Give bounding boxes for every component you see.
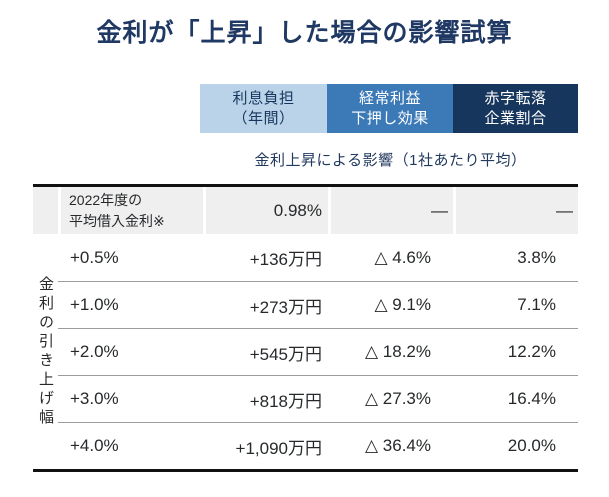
column-header-interest-burden: 利息負担 （年間） <box>200 84 327 133</box>
interest-burden-cell: +136万円 <box>249 250 322 269</box>
row-group-label-vertical: 金利の引き上げ幅 <box>37 275 54 428</box>
interest-burden-cell: +273万円 <box>203 281 328 328</box>
baseline-label: 2022年度の 平均借入金利※ <box>69 190 165 231</box>
column-header-line: 赤字転落 <box>484 89 547 107</box>
deficit-ratio-cell: 20.0% <box>453 422 578 469</box>
rate-increase-cell: +3.0% <box>58 375 203 422</box>
baseline-deficit-cell: — <box>453 187 578 234</box>
table-caption: 金利上昇による影響（1社あたり平均） <box>254 152 527 169</box>
column-header-line: 経常利益 <box>358 89 421 107</box>
baseline-interest-cell: 0.98% <box>203 187 328 234</box>
rate-increase-cell: +1.0% <box>58 281 203 328</box>
interest-burden-cell: +545万円 <box>203 328 328 375</box>
profit-effect-cell: △ 27.3% <box>328 375 453 422</box>
column-header-deficit-ratio: 赤字転落 企業割合 <box>453 84 578 133</box>
baseline-profit-cell: — <box>328 187 453 234</box>
profit-effect-cell: △ 9.1% <box>328 281 453 328</box>
profit-effect-cell: △ 18.2% <box>328 328 453 375</box>
interest-burden-cell: +818万円 <box>203 375 328 422</box>
rate-increase-cell: +4.0% <box>58 422 203 469</box>
column-header-line: （年間） <box>232 109 295 127</box>
column-header-band: 利息負担 （年間） 経常利益 下押し効果 赤字転落 企業割合 <box>200 84 578 133</box>
deficit-ratio-cell: 16.4% <box>453 375 578 422</box>
rate-increase-cell: +0.5% <box>70 247 119 267</box>
column-header-profit-push-down: 経常利益 下押し効果 <box>327 84 453 133</box>
page-title: 金利が「上昇」した場合の影響試算 <box>96 19 513 47</box>
profit-effect-cell: △ 4.6% <box>374 247 431 267</box>
impact-table: 2022年度の 平均借入金利※ 0.98% — — 金利の引き上げ幅 +0.5%… <box>33 184 578 472</box>
column-header-line: 企業割合 <box>484 109 547 127</box>
rate-increase-cell: +2.0% <box>58 328 203 375</box>
interest-burden-cell: +1,090万円 <box>203 422 328 469</box>
baseline-label-line1: 2022年度の <box>69 192 143 209</box>
deficit-ratio-cell: 12.2% <box>453 328 578 375</box>
deficit-ratio-cell: 7.1% <box>453 281 578 328</box>
deficit-ratio-cell: 3.8% <box>517 247 556 267</box>
column-header-line: 下押し効果 <box>351 109 429 127</box>
baseline-label-line2: 平均借入金利※ <box>69 212 165 229</box>
column-header-line: 利息負担 <box>232 89 295 107</box>
corner-cell <box>33 187 58 234</box>
baseline-label-cell: 2022年度の 平均借入金利※ <box>58 187 203 234</box>
profit-effect-cell: △ 36.4% <box>328 422 453 469</box>
